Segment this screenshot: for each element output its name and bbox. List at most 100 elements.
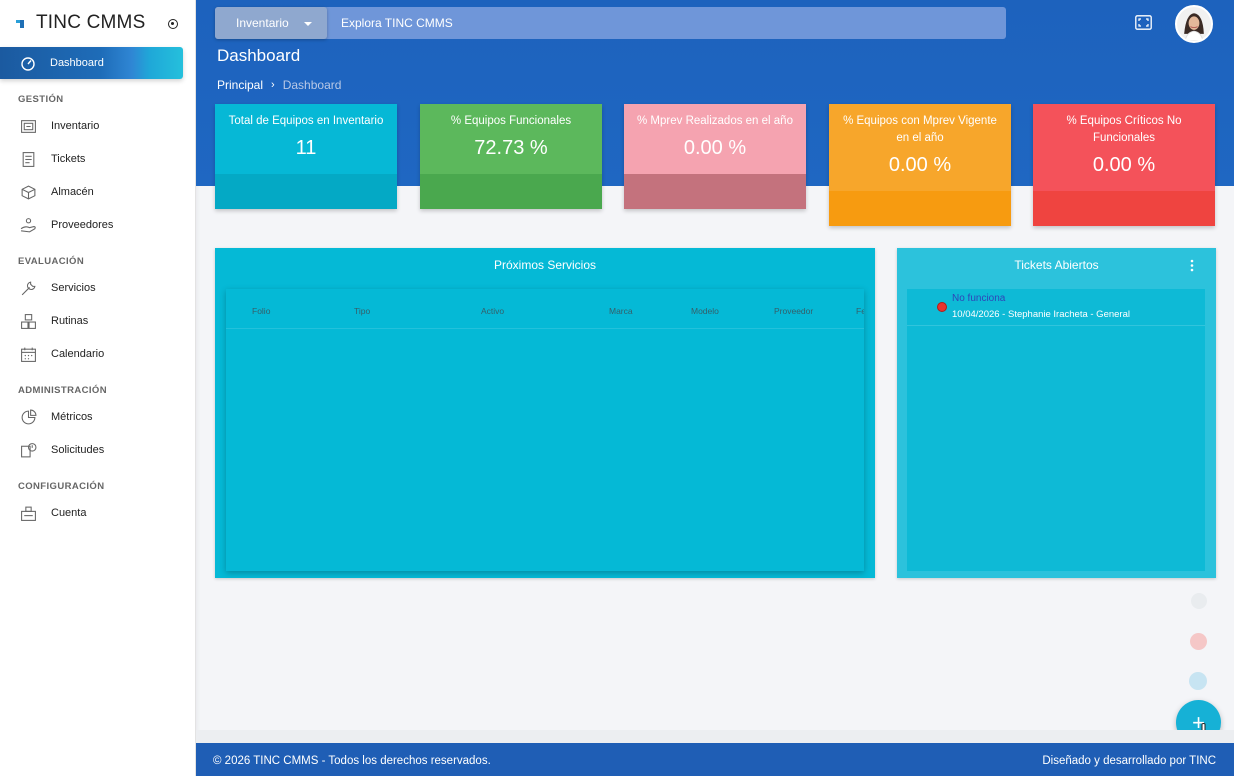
sidebar-item-label: Almacén (51, 186, 94, 198)
stat-card-value: 72.73 % (474, 137, 548, 159)
sidebar-item-dashboard[interactable]: Dashboard (0, 47, 183, 79)
column-header-folio[interactable]: Folio (252, 306, 271, 316)
brand-logo-icon (16, 18, 26, 28)
search-input[interactable]: Explora TINC CMMS (341, 16, 453, 30)
column-header-activo[interactable]: Activo (481, 306, 505, 316)
tickets-list: No funciona 10/04/2026 - Stephanie Irach… (907, 289, 1205, 571)
breadcrumb-current: Dashboard (282, 78, 342, 92)
ticket-meta: 10/04/2026 - Stephanie Iracheta - Genera… (952, 309, 1130, 320)
stat-card-label: % Equipos Funcionales (450, 115, 572, 127)
tickets-icon (20, 151, 37, 168)
search-category-label: Inventario (236, 16, 289, 30)
speedometer-icon (20, 55, 36, 71)
more-vertical-icon[interactable] (1190, 259, 1194, 272)
stat-card-mprev-realizados[interactable]: % Mprev Realizados en el año 0.00 % (624, 104, 806, 209)
stat-card-footer (420, 174, 602, 209)
table-header-row: Folio Tipo Activo Marca Modelo Proveedor… (226, 289, 864, 329)
brand-title: TINC CMMS (36, 12, 146, 33)
inventory-icon (20, 118, 37, 135)
footer: © 2026 TINC CMMS - Todos los derechos re… (196, 743, 1234, 776)
column-header-marca[interactable]: Marca (609, 306, 633, 316)
stat-card-footer (1033, 191, 1215, 226)
stat-card-label: % Equipos Críticos No Funcionales (1066, 115, 1182, 144)
sidebar-item-calendario[interactable]: Calendario (20, 344, 104, 364)
pie-chart-icon (20, 409, 37, 426)
panel-proximos-servicios: Próximos Servicios Folio Tipo Activo Mar… (215, 248, 875, 578)
section-configuracion: CONFIGURACIÓN (18, 481, 105, 492)
search-category-select[interactable]: Inventario (215, 7, 327, 39)
sidebar-item-tickets[interactable]: Tickets (20, 149, 85, 169)
stat-card-footer (624, 174, 806, 209)
sidebar-item-cuenta[interactable]: Cuenta (20, 503, 86, 523)
brand[interactable]: TINC CMMS (0, 0, 196, 46)
section-gestion: GESTIÓN (18, 94, 64, 105)
page-title: Dashboard (217, 46, 301, 65)
footer-copyright: © 2026 TINC CMMS - Todos los derechos re… (213, 755, 491, 767)
boxes-icon (20, 313, 37, 330)
sidebar-item-label: Servicios (51, 282, 96, 294)
request-icon (20, 442, 37, 459)
fab-option-icon[interactable] (1190, 633, 1207, 650)
chevron-down-icon (304, 22, 312, 26)
stat-card-value: 11 (295, 137, 317, 159)
user-avatar[interactable] (1175, 5, 1213, 43)
search-bar[interactable] (215, 7, 1006, 39)
chevron-right-icon: › (271, 79, 275, 91)
column-header-modelo[interactable]: Modelo (691, 306, 719, 316)
stat-card-label: % Equipos con Mprev Vigente en el año (843, 115, 997, 144)
panel-title: Próximos Servicios (493, 258, 597, 272)
breadcrumb-root[interactable]: Principal (217, 78, 264, 92)
status-dot-icon (937, 302, 947, 312)
stat-card-value: 0.00 % (683, 137, 747, 159)
section-administracion: ADMINISTRACIÓN (18, 385, 107, 396)
stat-card-equipos-funcionales[interactable]: % Equipos Funcionales 72.73 % (420, 104, 602, 209)
sidebar-item-inventario[interactable]: Inventario (20, 116, 99, 136)
sidebar-item-solicitudes[interactable]: Solicitudes (20, 440, 104, 460)
panel-title: Tickets Abiertos (1014, 258, 1099, 272)
sidebar-item-metricos[interactable]: Métricos (20, 407, 93, 427)
sidebar-item-label: Dashboard (50, 57, 104, 69)
column-header-fecha[interactable]: Fe (856, 306, 864, 316)
sidebar-item-label: Tickets (51, 153, 86, 165)
sidebar-item-servicios[interactable]: Servicios (20, 278, 96, 298)
sidebar-item-label: Métricos (51, 411, 93, 423)
wrench-icon (20, 280, 37, 297)
fullscreen-icon[interactable] (1135, 15, 1152, 30)
box-icon (20, 184, 37, 201)
account-icon (20, 505, 37, 522)
stat-card-top: % Equipos con Mprev Vigente en el año 0.… (829, 104, 1011, 191)
sidebar-item-label: Inventario (51, 120, 100, 132)
stat-card-total-equipos[interactable]: Total de Equipos en Inventario 11 (215, 104, 397, 209)
stat-card-label: % Mprev Realizados en el año (637, 115, 793, 127)
fab-option-icon[interactable] (1189, 672, 1207, 690)
services-table: Folio Tipo Activo Marca Modelo Proveedor… (226, 289, 864, 571)
sidebar-item-label: Proveedores (51, 219, 114, 231)
footer-credits: Diseñado y desarrollado por TINC (1042, 755, 1216, 767)
fab-option-icon[interactable] (1191, 593, 1207, 609)
sidebar-item-label: Rutinas (51, 315, 89, 327)
stat-card-top: % Equipos Críticos No Funcionales 0.00 % (1033, 104, 1215, 191)
sidebar-toggle-icon[interactable] (168, 19, 178, 29)
column-header-tipo[interactable]: Tipo (354, 306, 371, 316)
stat-card-label: Total de Equipos en Inventario (228, 115, 384, 127)
supplier-icon (20, 217, 37, 234)
stat-card-mprev-vigente[interactable]: % Equipos con Mprev Vigente en el año 0.… (829, 104, 1011, 226)
sidebar-item-label: Calendario (51, 348, 105, 360)
stat-card-footer (829, 191, 1011, 226)
stat-card-top: Total de Equipos en Inventario 11 (215, 104, 397, 174)
column-header-proveedor[interactable]: Proveedor (774, 306, 814, 316)
sidebar: TINC CMMS Dashboard GESTIÓN Inventario T… (0, 0, 196, 776)
ticket-title[interactable]: No funciona (952, 293, 1006, 304)
footer-divider (196, 730, 1234, 743)
stat-card-top: % Mprev Realizados en el año 0.00 % (624, 104, 806, 174)
stat-card-value: 0.00 % (1092, 154, 1156, 176)
sidebar-item-rutinas[interactable]: Rutinas (20, 311, 88, 331)
sidebar-item-almacen[interactable]: Almacén (20, 182, 94, 202)
stat-card-criticos[interactable]: % Equipos Críticos No Funcionales 0.00 % (1033, 104, 1215, 226)
sidebar-item-label: Cuenta (51, 507, 87, 519)
sidebar-item-proveedores[interactable]: Proveedores (20, 215, 113, 235)
calendar-icon (20, 346, 37, 363)
panel-tickets-abiertos: Tickets Abiertos No funciona 10/04/2026 … (897, 248, 1216, 578)
section-evaluacion: EVALUACIÓN (18, 256, 85, 267)
list-item[interactable]: No funciona 10/04/2026 - Stephanie Irach… (907, 289, 1205, 326)
